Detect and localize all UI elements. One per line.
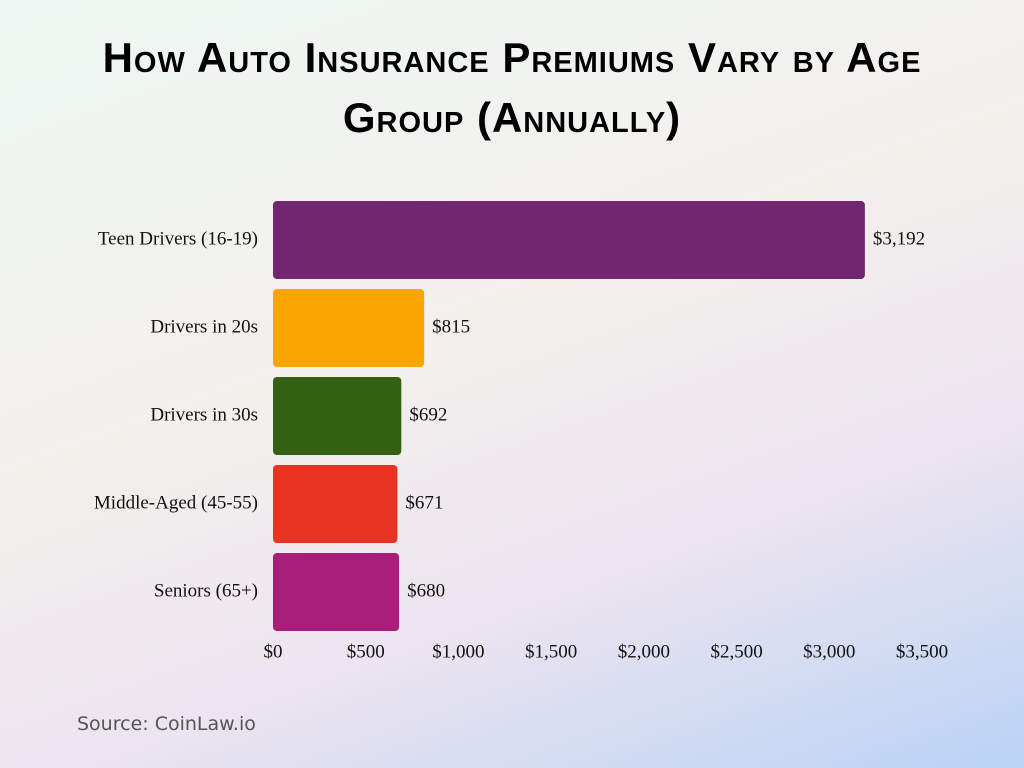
bar (273, 377, 402, 455)
y-tick-label: Drivers in 20s (150, 316, 258, 337)
chart-title: How Auto Insurance Premiums Vary by Age … (102, 34, 922, 141)
bar (273, 201, 865, 279)
value-label: $3,192 (873, 228, 925, 249)
x-tick-label: $2,500 (710, 641, 762, 662)
y-tick-label: Seniors (65+) (154, 580, 258, 601)
x-tick-label: $2,000 (618, 641, 670, 662)
x-tick-label: $0 (264, 641, 283, 662)
x-tick-label: $1,000 (432, 641, 484, 662)
source-note: Source: CoinLaw.io (77, 713, 256, 735)
x-tick-label: $3,000 (803, 641, 855, 662)
y-tick-label: Drivers in 30s (150, 404, 258, 425)
y-tick-label: Teen Drivers (16-19) (98, 228, 258, 249)
bar (273, 465, 398, 543)
value-label: $815 (432, 316, 470, 337)
x-tick-label: $500 (347, 641, 385, 662)
bar (273, 289, 425, 367)
value-label: $680 (407, 580, 445, 601)
x-tick-label: $3,500 (896, 641, 948, 662)
y-tick-label: Middle-Aged (45-55) (94, 492, 258, 513)
value-label: $671 (405, 492, 443, 513)
value-label: $692 (409, 404, 447, 425)
x-tick-label: $1,500 (525, 641, 577, 662)
bar (273, 553, 400, 631)
